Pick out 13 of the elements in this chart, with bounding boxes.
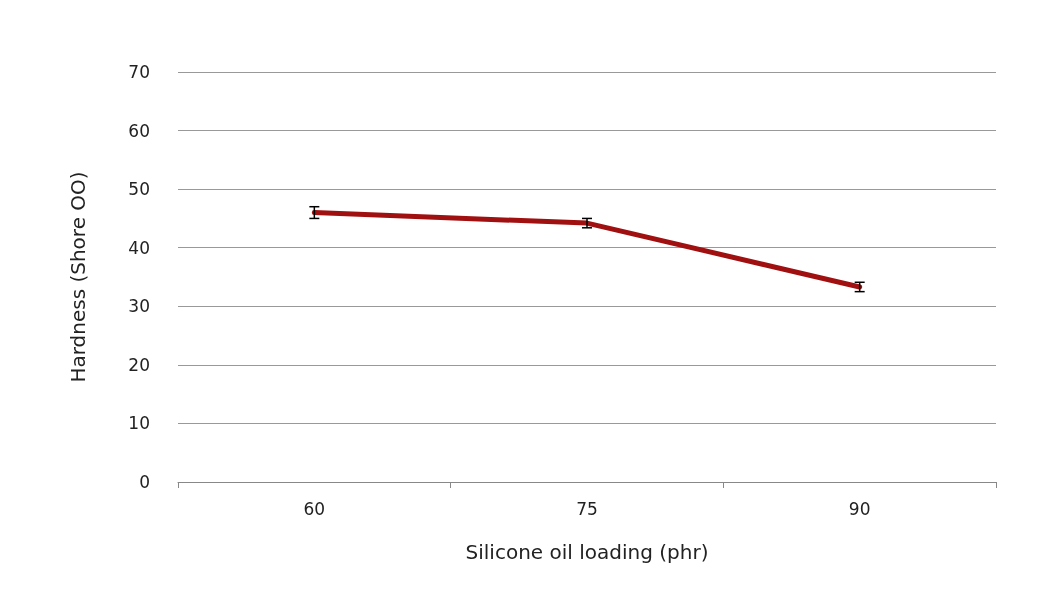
y-tick-label: 0: [139, 472, 150, 492]
y-tick-label: 70: [128, 62, 150, 82]
x-tick-label: 75: [576, 498, 598, 519]
y-tick-label: 60: [128, 120, 150, 141]
y-tick-label: 10: [128, 413, 150, 434]
y-tick-label: 50: [128, 179, 150, 200]
x-tick-label: 90: [848, 498, 871, 519]
x-tick-label: 60: [303, 498, 326, 519]
y-tick-label: 40: [128, 237, 150, 258]
y-axis-title: Hardness (Shore OO): [66, 171, 90, 383]
y-tick-label: 30: [128, 296, 150, 317]
y-tick-label: 20: [128, 354, 150, 375]
x-axis-title: Silicone oil loading (phr): [465, 540, 709, 564]
